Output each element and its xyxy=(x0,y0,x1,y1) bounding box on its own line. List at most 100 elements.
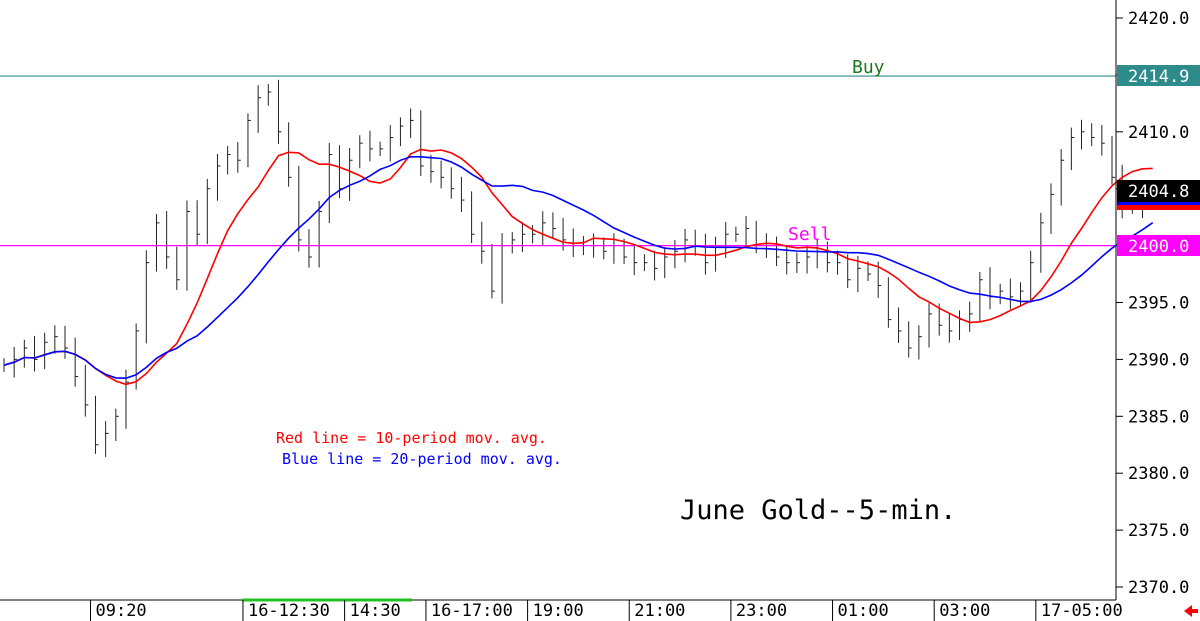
price-bar xyxy=(552,212,556,239)
price-bar xyxy=(837,250,841,275)
x-axis-ticks: 09:20 16-12:30 14:30 16-17:00 19:00 21:00 23:0… xyxy=(89,600,1123,621)
price-bar xyxy=(979,271,983,322)
price-bar xyxy=(227,146,231,175)
price-bar xyxy=(369,130,373,162)
price-bar xyxy=(633,244,638,276)
y-tick-label: 2370.0 xyxy=(1128,578,1189,598)
price-bar xyxy=(359,135,363,169)
x-tick-label: 03:00 xyxy=(939,601,990,621)
price-bar xyxy=(745,216,750,247)
x-tick-label: 01:00 xyxy=(838,601,889,621)
level-lines xyxy=(0,75,1116,247)
price-bar xyxy=(1060,149,1065,206)
price-bar xyxy=(603,237,607,260)
y-tick-label: 2390.0 xyxy=(1128,350,1189,370)
price-bar xyxy=(84,364,89,417)
last-price-text: 2404.8 xyxy=(1128,182,1189,202)
buy-badge-box xyxy=(1117,65,1200,86)
price-bar xyxy=(33,335,38,372)
x-tick-label: 19:00 xyxy=(533,601,584,621)
price-bar xyxy=(898,307,902,344)
price-bar xyxy=(420,110,424,176)
price-bar xyxy=(247,113,251,168)
sell-label: Sell xyxy=(788,224,831,245)
price-bar xyxy=(176,246,180,290)
price-bar xyxy=(410,108,414,139)
price-bar xyxy=(1030,250,1034,303)
x-tick-label: 21:00 xyxy=(634,601,685,621)
price-bar xyxy=(521,221,526,253)
price-bar xyxy=(450,167,455,199)
price-bar xyxy=(776,236,780,266)
price-bar xyxy=(389,125,394,162)
y-tick-label: 2380.0 xyxy=(1128,464,1189,484)
price-bar xyxy=(999,283,1004,305)
price-bar xyxy=(1040,212,1044,273)
price-bar xyxy=(1101,125,1105,156)
price-bar xyxy=(206,178,211,245)
price-bar xyxy=(1111,136,1115,185)
x-tick-label: 14:30 xyxy=(350,601,401,621)
price-bar xyxy=(704,233,709,275)
price-bar xyxy=(328,142,333,224)
ma20-line xyxy=(3,156,1154,380)
price-bar xyxy=(237,142,241,173)
ma10-marker xyxy=(1117,205,1200,210)
price-bar xyxy=(918,325,922,360)
x-tick-label: 16-12:30 xyxy=(248,601,330,621)
price-bar xyxy=(491,243,495,299)
price-bar xyxy=(735,226,739,242)
price-bar xyxy=(308,229,312,268)
ma10-line xyxy=(3,148,1153,386)
price-bar xyxy=(1081,119,1085,150)
price-bar xyxy=(643,254,648,272)
price-bar xyxy=(481,221,485,264)
ma20-legend: Blue line = 20-period mov. avg. xyxy=(282,450,562,468)
y-tick-label: 2395.0 xyxy=(1128,294,1189,314)
price-bar xyxy=(928,303,933,348)
price-bar xyxy=(532,224,536,244)
price-bar xyxy=(145,250,150,344)
price-bar xyxy=(298,165,302,252)
buy-price-badge: 2414.9 xyxy=(1117,65,1200,87)
price-bar xyxy=(115,408,119,442)
price-bar xyxy=(908,321,912,358)
price-bar xyxy=(23,339,28,368)
price-bar xyxy=(1070,127,1075,171)
x-tick-label: 16-17:00 xyxy=(431,601,513,621)
price-bar xyxy=(796,252,800,273)
ma20-marker xyxy=(1117,202,1200,205)
price-bar xyxy=(125,369,129,429)
scroll-left-arrow-icon[interactable] xyxy=(1184,605,1198,617)
price-bar xyxy=(1009,278,1014,310)
price-bar xyxy=(349,148,353,201)
ma10-legend: Red line = 10-period mov. avg. xyxy=(276,429,547,447)
price-bar xyxy=(542,211,546,246)
buy-label: Buy xyxy=(852,57,885,78)
sell-badge-box xyxy=(1117,235,1200,256)
price-bar xyxy=(948,313,953,343)
price-bar xyxy=(471,191,475,243)
price-bar xyxy=(826,241,831,273)
price-bar xyxy=(105,421,109,458)
price-bar xyxy=(257,85,262,133)
price-bar xyxy=(867,261,872,281)
y-tick-label: 2420.0 xyxy=(1128,9,1189,29)
price-bar xyxy=(216,153,221,201)
last-price-box xyxy=(1117,180,1200,202)
price-bar xyxy=(1050,183,1055,234)
price-bar xyxy=(664,247,668,279)
price-bar xyxy=(887,277,892,328)
price-bar xyxy=(267,83,272,106)
y-tick-label: 2375.0 xyxy=(1128,521,1189,541)
price-bar xyxy=(54,325,58,354)
price-bar xyxy=(196,200,201,246)
price-bar xyxy=(847,254,851,289)
price-bar xyxy=(44,332,48,370)
price-bar xyxy=(857,255,861,293)
price-bar xyxy=(440,160,445,189)
price-bar xyxy=(511,232,516,254)
price-bar xyxy=(318,200,323,268)
